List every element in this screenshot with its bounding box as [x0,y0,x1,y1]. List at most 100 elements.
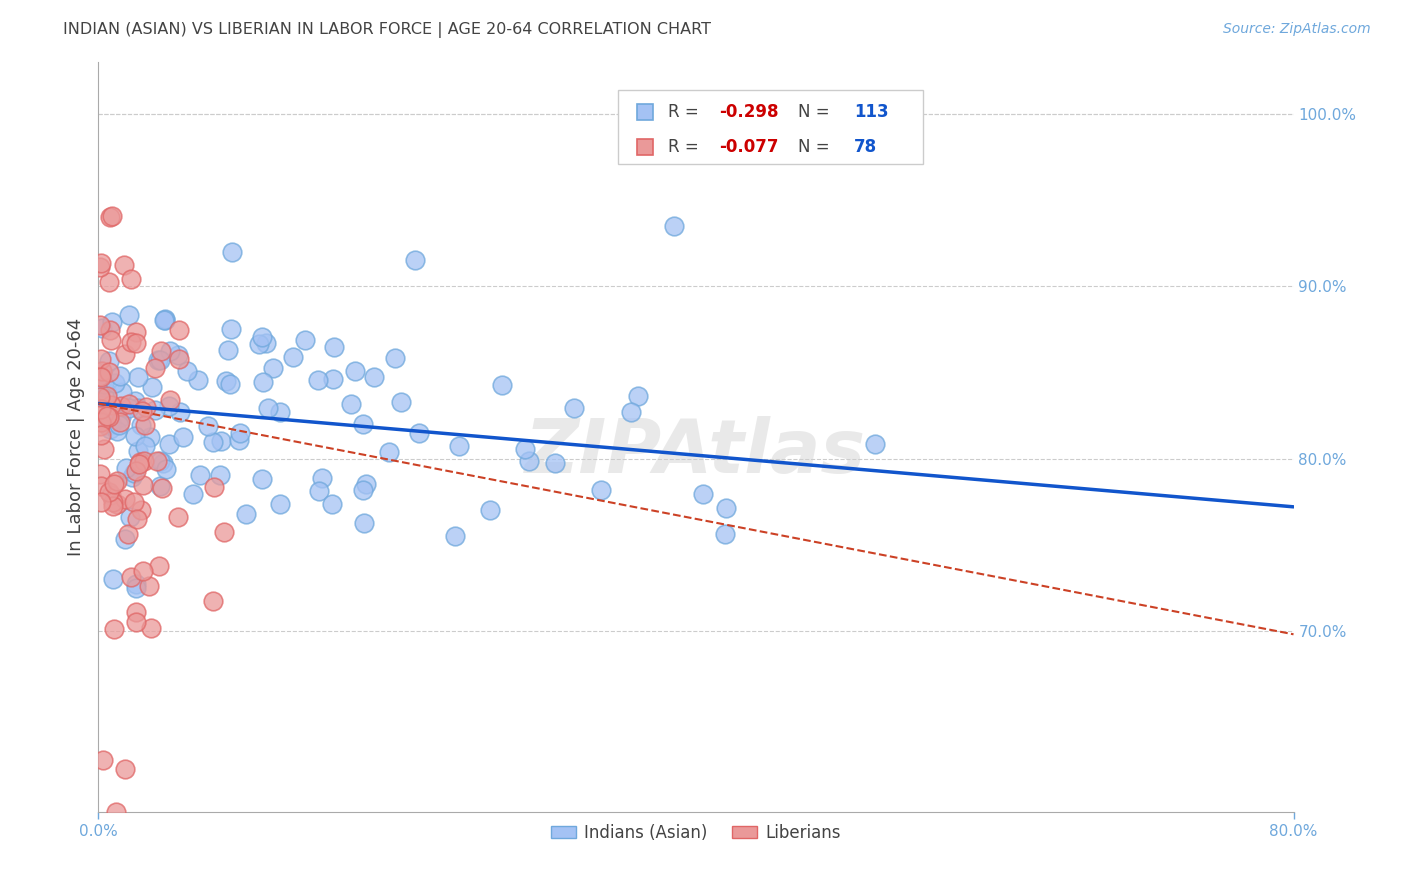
Point [591,483,613,497]
Point [101,417,124,432]
Point [250,472,273,486]
Point [627,389,650,403]
Point [146,454,169,468]
Point [118,509,141,524]
Point [209,468,232,483]
Point [120,570,142,584]
Point [128,457,150,471]
Point [152,456,174,470]
Point [262,360,284,375]
Point [321,497,343,511]
Point [118,308,141,322]
FancyBboxPatch shape [619,90,922,163]
Text: R =: R = [668,138,699,156]
Point [167,348,190,362]
Point [90,256,112,270]
Point [132,478,155,492]
Point [120,272,142,286]
Point [172,430,194,444]
Point [114,461,136,475]
Point [408,426,430,441]
Point [117,527,139,541]
Point [138,579,160,593]
Point [96,389,118,403]
Point [159,344,181,359]
Point [108,415,131,429]
Point [250,330,273,344]
Point [662,219,685,233]
Point [100,422,122,436]
Point [354,477,377,491]
Point [125,511,148,525]
Point [134,401,156,415]
Point [118,401,141,416]
Point [127,401,149,415]
Point [96,409,118,423]
Point [353,516,375,530]
Text: R =: R = [668,103,699,121]
Point [90,495,112,509]
Point [444,528,467,542]
Point [713,527,735,541]
Point [97,409,120,424]
Point [100,333,122,347]
Point [176,364,198,378]
Point [114,532,136,546]
Point [212,524,235,539]
Point [120,334,142,349]
Point [143,403,166,417]
Point [865,437,887,451]
Point [149,454,172,468]
Point [131,403,153,417]
Point [89,260,111,274]
Point [127,444,149,458]
Point [103,622,125,636]
Point [491,377,513,392]
Point [89,390,111,404]
Point [90,402,112,417]
Point [89,318,111,333]
Point [209,434,232,448]
Point [90,401,112,416]
Point [105,497,128,511]
Point [323,340,346,354]
Point [97,485,120,500]
Point [517,454,540,468]
Point [110,369,132,384]
Point [229,425,252,440]
Point [112,258,135,272]
Point [197,419,219,434]
Point [93,442,115,457]
Point [204,480,226,494]
Point [89,467,111,481]
Point [384,351,406,365]
Point [98,415,121,429]
Point [90,415,112,429]
Point [114,762,136,776]
Text: ZIPAtlas: ZIPAtlas [526,416,866,489]
Point [217,343,239,357]
Point [129,455,152,469]
Point [90,351,112,366]
Point [111,385,134,400]
Point [108,417,131,432]
Text: -0.298: -0.298 [718,103,778,121]
Point [166,509,188,524]
Point [215,375,238,389]
Point [110,399,132,413]
Point [110,409,132,424]
Point [118,396,141,410]
Point [389,395,412,409]
Point [254,335,277,350]
Point [378,445,401,459]
Y-axis label: In Labor Force | Age 20-64: In Labor Force | Age 20-64 [66,318,84,557]
Point [89,369,111,384]
Point [150,344,173,359]
Point [247,336,270,351]
Point [90,364,112,378]
Point [148,559,170,574]
Point [343,364,366,378]
Point [96,417,118,432]
Point [322,372,344,386]
Legend: Indians (Asian), Liberians: Indians (Asian), Liberians [544,817,848,848]
